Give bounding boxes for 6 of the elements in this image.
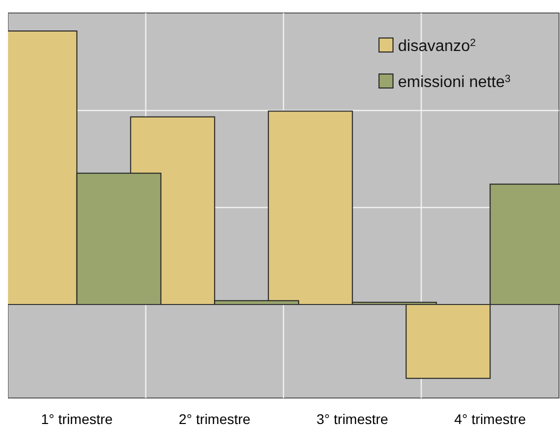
x-tick-label: 2° trimestre xyxy=(178,411,251,427)
x-tick-label: 1° trimestre xyxy=(41,411,113,427)
x-tick-label: 3° trimestre xyxy=(316,411,388,427)
legend-label: disavanzo$^{2}$ xyxy=(398,38,476,55)
legend-label: emissioni nette$^{3}$ xyxy=(398,74,511,91)
x-tick-label: 4° trimestre xyxy=(454,411,526,427)
